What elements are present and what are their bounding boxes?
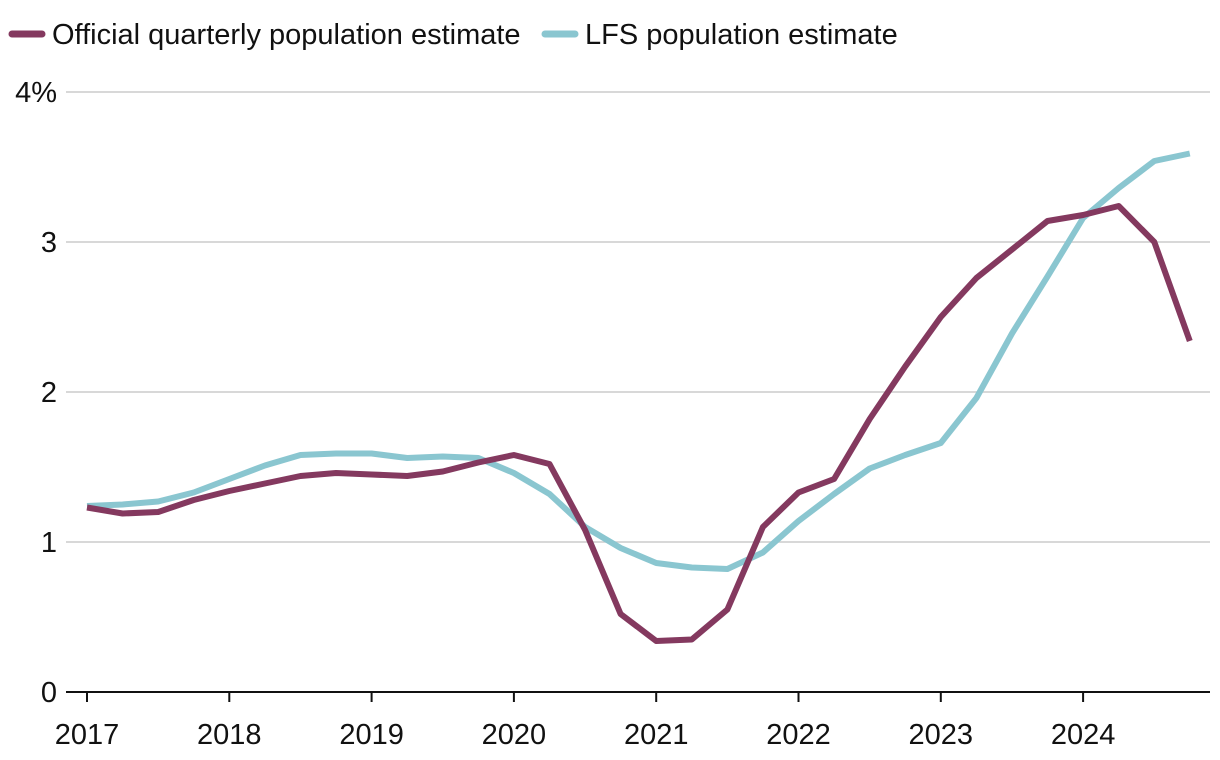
legend-item-lfs: LFS population estimate: [541, 19, 898, 51]
x-axis: 2017 2018 2019 2020 2021 2022 2023 2024: [55, 691, 1210, 751]
x-tick-label: 2021: [624, 719, 689, 751]
x-tick-label: 2024: [1051, 719, 1116, 751]
y-tick-label: 0: [41, 677, 57, 709]
x-tick-label: 2022: [766, 719, 831, 751]
x-tick-label: 2017: [55, 719, 120, 751]
series-lines: [86, 150, 1193, 644]
x-tick-label: 2019: [339, 719, 404, 751]
x-tick-label: 2020: [482, 719, 547, 751]
y-tick-label: 4%: [15, 77, 57, 109]
y-tick-label: 2: [41, 377, 57, 409]
y-tick-label: 3: [41, 227, 57, 259]
y-axis: 0 1 2 3 4%: [15, 77, 57, 709]
series-line-lfs: [86, 150, 1191, 572]
x-tick-label: 2018: [197, 719, 262, 751]
legend-label: Official quarterly population estimate: [52, 19, 521, 51]
legend: Official quarterly population estimate LF…: [8, 19, 898, 51]
legend-item-official: Official quarterly population estimate: [8, 19, 521, 51]
y-tick-label: 1: [41, 527, 57, 559]
gridlines: [66, 91, 1210, 543]
legend-label: LFS population estimate: [585, 19, 898, 51]
x-tick-label: 2023: [909, 719, 974, 751]
series-line-official: [86, 203, 1193, 644]
